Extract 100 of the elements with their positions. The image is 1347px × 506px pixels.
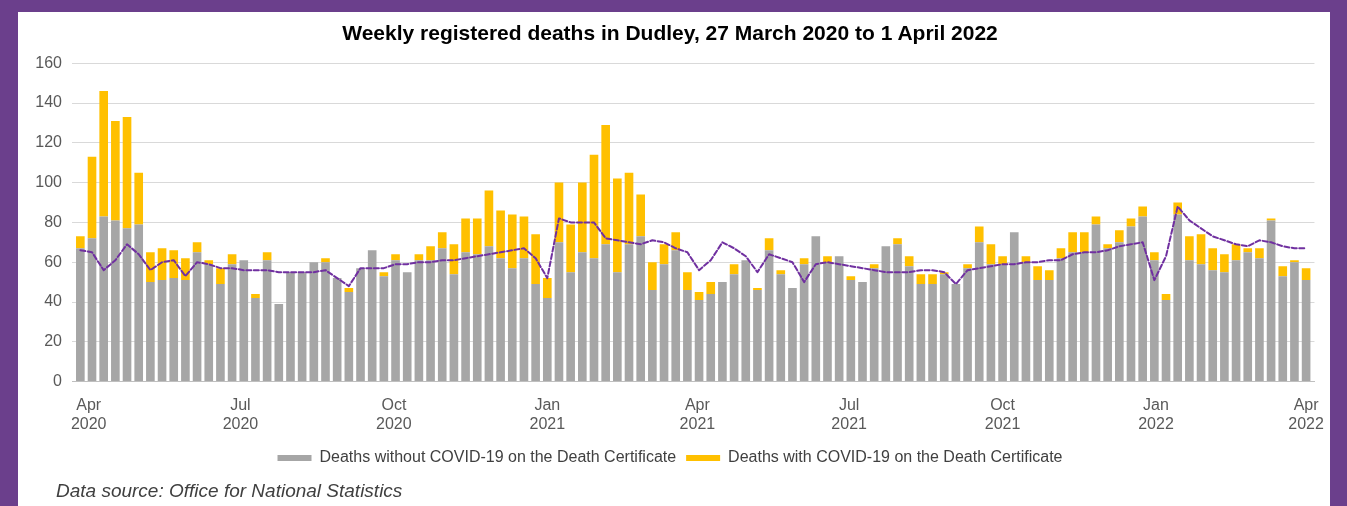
bar [659,244,669,265]
bar [1290,262,1299,382]
bar [601,244,610,382]
bar [379,276,389,382]
bar [1056,248,1066,259]
bar [811,236,821,382]
bar [986,244,996,265]
bar [1220,272,1229,382]
bar [916,274,926,285]
bar [239,260,249,382]
bar [472,254,482,382]
bar [869,264,879,269]
bar [1150,252,1159,261]
bar [1044,270,1054,281]
bar [963,268,972,382]
bar [496,210,505,259]
bar [1033,280,1042,382]
bar [181,280,190,382]
bar [1161,300,1171,382]
bar [216,268,225,285]
x-tick-label: Apr 2021 [679,395,716,432]
bar [1033,266,1042,281]
bar [519,258,529,382]
bar [76,248,85,382]
bar [589,258,599,382]
y-tick-label: 100 [35,173,63,191]
bar [1079,252,1089,382]
bar [204,264,214,382]
x-tick-label: Jul 2021 [831,395,868,432]
bar [683,272,692,291]
bar [449,274,459,382]
bar [986,264,996,382]
x-tick-label: Jan 2021 [529,395,566,432]
bar [391,254,400,261]
bar [111,120,120,221]
bar [1115,242,1124,382]
bar [507,268,517,382]
bar [227,264,237,382]
bar [1068,232,1077,253]
bar [578,252,587,382]
bar [426,260,435,382]
bar [648,290,657,382]
x-tick-label: Jan 2022 [1138,395,1174,432]
bar [823,262,832,382]
bar [1091,216,1101,225]
bar [1278,266,1288,277]
bar [1079,232,1089,253]
bar [636,236,646,382]
bar [461,252,470,382]
bar [437,248,447,382]
bar [834,256,844,382]
bar [332,278,342,382]
bar [659,264,669,382]
bar [566,224,575,273]
bar [1138,206,1147,217]
bar [507,214,517,269]
bar [262,260,272,382]
y-tick-label: 140 [35,93,63,111]
bar [286,272,295,382]
bar [1150,260,1159,382]
bar [542,278,552,299]
bar [1161,294,1171,301]
bar [426,246,435,261]
y-tick-label: 40 [44,292,63,310]
y-tick-label: 0 [53,372,63,390]
bar [192,252,202,382]
bar [998,264,1007,382]
bar [1044,280,1054,382]
bar [1301,268,1311,281]
bar [776,270,786,275]
bar [589,154,599,259]
bar [169,250,179,279]
bar [1243,248,1253,253]
bar [1220,254,1229,273]
bar [799,258,809,265]
bar [706,282,716,295]
y-tick-label: 60 [44,252,63,270]
bar [799,264,809,382]
bar [1196,234,1206,265]
bar [904,266,914,382]
bar [928,284,937,382]
bar [134,224,144,382]
bar [1208,270,1218,382]
legend-label: Deaths with COVID-19 on the Death Certificate [728,448,1063,466]
bar [542,298,552,382]
bar [356,268,365,382]
bar [741,260,751,382]
x-tick-label: Jul 2020 [222,395,259,432]
bar [227,254,237,265]
y-tick-label: 20 [44,332,63,350]
bar [974,242,984,382]
bar [729,274,739,382]
bar [274,303,284,382]
bar [321,258,330,263]
bar [216,284,225,382]
y-tick-label: 160 [35,53,63,71]
bar [531,234,540,285]
bar [998,256,1007,265]
bar [437,232,447,249]
bar [367,250,377,382]
